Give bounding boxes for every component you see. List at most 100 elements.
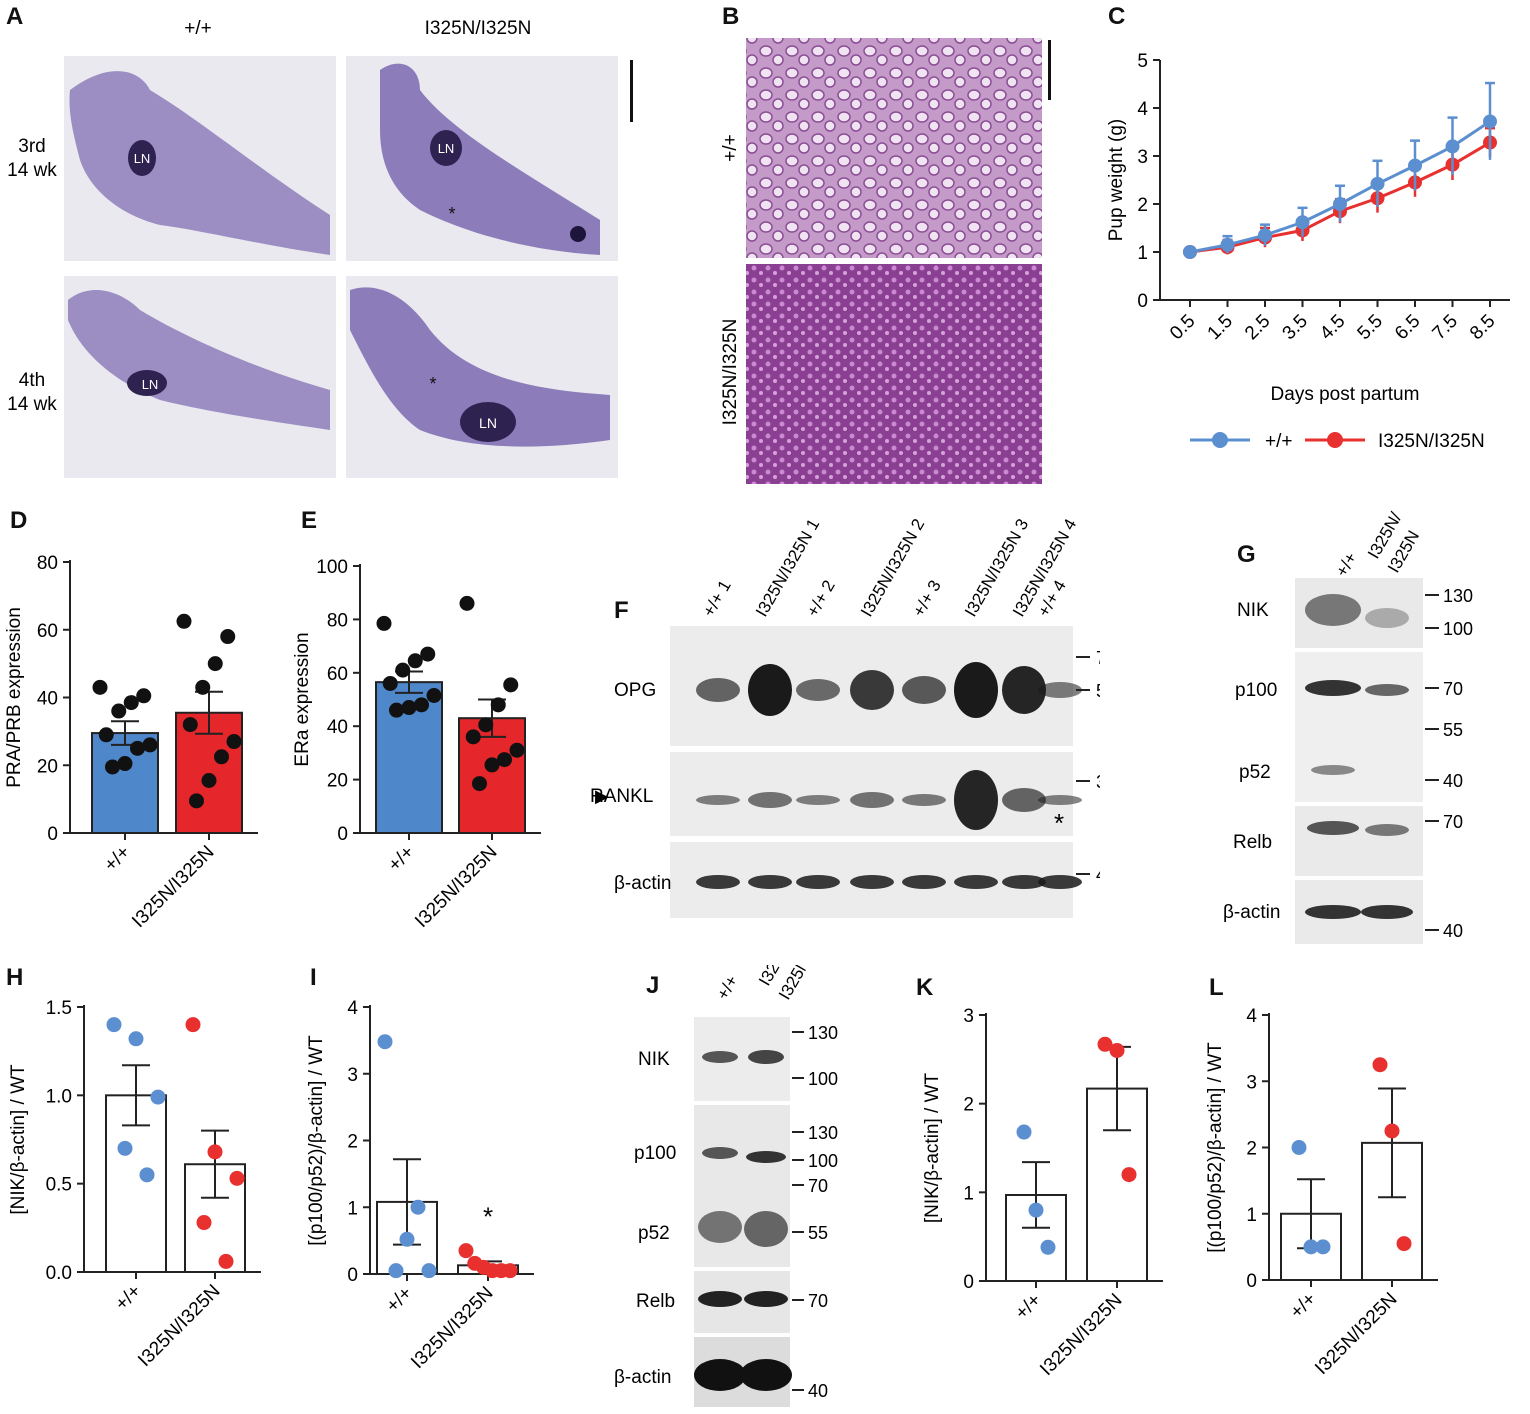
data-point [1291, 1140, 1307, 1155]
blot-band [1002, 875, 1046, 889]
mw-marker: 100 [808, 1151, 838, 1171]
y-tick-label: 0.5 [46, 1175, 72, 1196]
panel-label-a: A [6, 3, 23, 30]
data-point [229, 1170, 245, 1186]
blot-band [1038, 682, 1082, 698]
blot-band [696, 795, 740, 805]
histology-mut [746, 264, 1042, 484]
blot-label-actin: β-actin [614, 873, 671, 894]
blot-label-j-actin: β-actin [614, 1367, 671, 1388]
wholemount-mut-4th: LN * [346, 276, 618, 478]
mw-marker: 130 [1443, 586, 1473, 606]
blot-label-j-p100: p100 [634, 1143, 676, 1164]
panel-label-g: G [1237, 541, 1256, 568]
y-tick-label: 2 [963, 1095, 974, 1116]
lane-label: +/+ 3 [909, 577, 945, 620]
data-point [136, 688, 152, 704]
blot-band [748, 664, 792, 716]
y-tick-label: 2 [347, 1132, 358, 1153]
star-marker: * [448, 204, 455, 224]
data-point [1483, 114, 1497, 129]
blot-band [902, 676, 946, 704]
chart-d: D 0 20 40 60 80 PRA/PRB expression +/+I325N/I32… [4, 507, 258, 932]
blot-band [954, 770, 998, 830]
y-tick-label: 0 [47, 824, 58, 845]
col-label-wt: +/+ [184, 18, 211, 39]
y-axis-label: [NIK/β-actin] / WT [8, 1064, 29, 1215]
y-tick-label: 4 [1246, 1006, 1257, 1027]
wholemount-wt-4th: LN [64, 276, 336, 478]
row-label-3rd-age: 14 wk [7, 160, 57, 181]
y-tick-label: 1 [1137, 243, 1148, 264]
mw-marker: 70 [808, 1176, 828, 1196]
data-point [503, 677, 519, 693]
ln-marker: LN [438, 141, 455, 156]
chart-h: H 0.0 0.5 1.0 1.5 [NIK/β-actin] / WT +/+I325N/… [6, 965, 261, 1371]
data-point [106, 1017, 122, 1033]
x-tick-label: 6.5 [1391, 311, 1425, 345]
data-point [509, 742, 525, 758]
data-point [218, 1253, 234, 1269]
data-point [1016, 1124, 1032, 1140]
blot-band [796, 679, 840, 701]
x-tick-label: 1.5 [1204, 311, 1238, 345]
blot-rankl [670, 752, 1082, 836]
blot-band [696, 875, 740, 889]
col-label-mut: I325N/I325N [425, 18, 532, 39]
panel-label-d: D [10, 507, 27, 534]
blot-band [954, 662, 998, 718]
y-tick-label: 3 [347, 1065, 358, 1086]
data-point [388, 1263, 404, 1279]
blot-label-g-p100: p100 [1235, 680, 1277, 701]
y-tick-label: 60 [37, 621, 58, 642]
star-marker: * [1054, 808, 1064, 838]
x-tick-label: +/+ [1011, 1290, 1045, 1324]
legend-marker-mut [1327, 432, 1343, 448]
data-point [382, 675, 398, 691]
data-point [389, 702, 404, 718]
data-point [128, 1031, 144, 1047]
data-point [1295, 215, 1310, 230]
y-tick-label: 3 [1137, 147, 1148, 168]
blot-band [902, 794, 946, 806]
blot-label-g-actin: β-actin [1223, 902, 1280, 923]
data-point [226, 734, 242, 750]
data-point [150, 1089, 166, 1105]
ln-marker: LN [134, 151, 151, 166]
data-point [1303, 1239, 1319, 1255]
x-tick-label: 3.5 [1279, 311, 1313, 345]
blot-label-opg: OPG [614, 680, 656, 701]
data-point [182, 717, 198, 733]
x-tick-label: 4.5 [1316, 311, 1350, 345]
y-axis-label: [NIK/β-actin] / WT [922, 1072, 943, 1223]
panel-label-k: K [916, 974, 934, 1001]
y-tick-label: 3 [963, 1006, 974, 1027]
data-point [105, 759, 120, 775]
data-point [1109, 1042, 1125, 1058]
data-point [1333, 197, 1347, 211]
data-point [189, 793, 204, 809]
blot-g-p100 [1295, 652, 1423, 802]
blot-band [796, 795, 840, 805]
y-tick-label: 4 [1137, 99, 1148, 120]
data-point [1384, 1123, 1400, 1139]
blot-band [850, 670, 894, 710]
mw-marker: 100 [808, 1069, 838, 1089]
data-point [1183, 245, 1197, 259]
panel-label-b: B [722, 3, 739, 30]
legend-label-mut: I325N/I325N [1378, 431, 1485, 452]
data-point [420, 646, 436, 662]
x-tick-label: 7.5 [1429, 311, 1463, 345]
lane-label-j-wt: +/+ [713, 972, 742, 1003]
x-tick-label: I325N/I325N [1036, 1290, 1126, 1380]
data-point [1258, 228, 1272, 243]
data-point [92, 679, 108, 695]
data-point [459, 595, 475, 611]
data-point [176, 613, 192, 629]
blot-band [1002, 666, 1046, 714]
chart-e: E 0 20 40 60 80 100 ERa expression +/+I325N/I325… [292, 507, 541, 932]
data-point [1040, 1239, 1056, 1255]
data-point [207, 656, 223, 672]
panel-label-j: J [646, 972, 659, 999]
data-point [185, 1017, 201, 1033]
